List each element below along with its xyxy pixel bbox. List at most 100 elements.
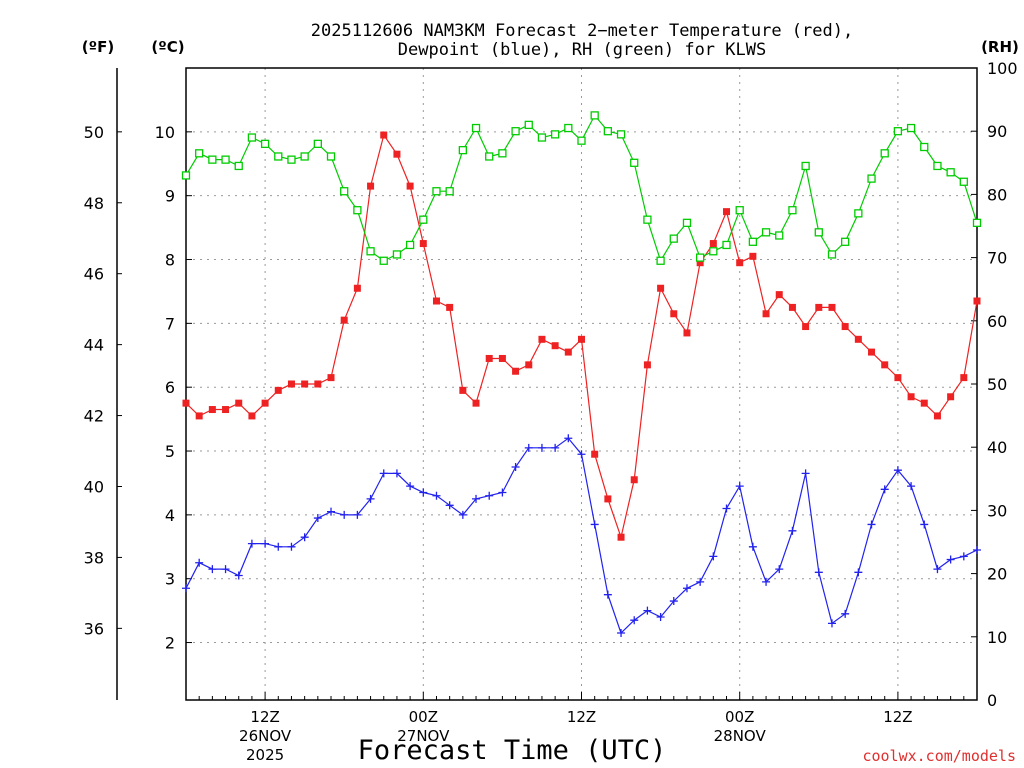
- rh-point: [300, 152, 309, 161]
- temperature-point: [933, 412, 941, 420]
- rh-point: [630, 158, 639, 167]
- rh-point: [274, 152, 283, 161]
- temperature-point: [828, 303, 836, 311]
- chart-title-line-1: 2025112606 NAM3KM Forecast 2−meter Tempe…: [311, 21, 853, 41]
- rh-tick-label: 10: [987, 628, 1007, 647]
- temperature-point: [683, 329, 691, 337]
- rh-point: [550, 130, 560, 139]
- x-tick-label: 00Z: [409, 708, 438, 726]
- fahrenheit-tick-label: 42: [84, 407, 104, 426]
- temperature-point: [498, 354, 506, 362]
- temperature-point: [446, 303, 454, 311]
- dewpoint-point: [669, 597, 678, 606]
- chart-title-line-2: Dewpoint (blue), RH (green) for KLWS: [398, 40, 766, 60]
- temperature-point: [657, 284, 665, 292]
- fahrenheit-tick-label: 38: [84, 548, 104, 567]
- rh-point: [260, 139, 270, 148]
- rh-tick-label: 60: [987, 312, 1007, 331]
- dewpoint-point: [366, 494, 375, 503]
- dewpoint-point: [788, 526, 797, 535]
- temperature-point: [894, 374, 902, 382]
- rh-point: [221, 155, 230, 164]
- dewpoint-point: [933, 565, 942, 574]
- temperature-point: [736, 259, 744, 267]
- dewpoint-point: [327, 507, 336, 516]
- dewpoint-point: [419, 488, 428, 497]
- rh-tick-label: 70: [987, 249, 1007, 268]
- temperature-point: [788, 303, 796, 311]
- dewpoint-point: [445, 501, 454, 510]
- dewpoint-point: [893, 466, 902, 475]
- dewpoint-point: [814, 568, 823, 577]
- rh-point: [313, 139, 322, 148]
- temperature-point: [208, 406, 216, 414]
- rh-point: [841, 237, 850, 246]
- temperature-point: [723, 208, 731, 216]
- temperature-point: [960, 374, 968, 382]
- dewpoint-point: [472, 494, 481, 503]
- temperature-point: [380, 131, 388, 139]
- temperature-point: [762, 310, 770, 318]
- rh-point: [208, 155, 217, 164]
- x-tick-label: 12Z: [250, 708, 279, 726]
- dewpoint-point: [907, 482, 916, 491]
- fahrenheit-tick-label: 48: [84, 194, 104, 213]
- temperature-point: [222, 406, 230, 414]
- temperature-point: [947, 393, 955, 401]
- dewpoint-point: [511, 462, 520, 471]
- dewpoint-point: [274, 542, 283, 551]
- celsius-tick-label: 8: [165, 251, 175, 270]
- rh-point: [445, 187, 454, 196]
- rh-point: [959, 177, 968, 186]
- rh-point: [722, 240, 731, 250]
- rh-point: [392, 250, 402, 259]
- rh-point: [181, 171, 191, 180]
- x-tick-label: 12Z: [567, 708, 596, 726]
- celsius-tick-label: 5: [165, 442, 175, 461]
- temperature-point: [578, 335, 585, 343]
- celsius-tick-label: 4: [165, 506, 175, 525]
- rh-tick-label: 0: [987, 691, 997, 710]
- rh-point: [340, 187, 349, 196]
- dewpoint-point: [682, 584, 691, 593]
- dewpoint-point: [221, 565, 230, 574]
- dewpoint-point: [247, 539, 256, 548]
- temperature-point: [643, 361, 651, 369]
- dewpoint-point: [603, 590, 612, 599]
- rh-point: [524, 120, 533, 130]
- rh-point: [247, 133, 257, 142]
- temperature-point: [802, 323, 810, 331]
- temperature-point: [327, 374, 335, 382]
- rh-point: [656, 256, 665, 265]
- dewpoint-point: [208, 565, 217, 574]
- dewpoint-point: [313, 514, 322, 523]
- celsius-tick-label: 2: [165, 634, 175, 653]
- rh-point: [234, 161, 243, 171]
- dewpoint-point: [762, 577, 771, 586]
- celsius-unit-label: (ºC): [151, 38, 184, 56]
- temperature-point: [604, 495, 612, 503]
- dewpoint-point: [551, 443, 560, 452]
- dewpoint-point: [234, 571, 243, 580]
- temperature-point: [182, 399, 190, 407]
- rh-point: [603, 127, 613, 136]
- temperature-point: [920, 399, 928, 407]
- rh-point: [933, 161, 942, 171]
- temperature-point: [907, 393, 915, 401]
- dewpoint-point: [353, 510, 362, 519]
- x-tick-year: 2025: [246, 746, 284, 764]
- fahrenheit-tick-label: 50: [84, 123, 104, 142]
- rh-point: [801, 161, 810, 171]
- dewpoint-point: [920, 520, 929, 529]
- celsius-tick-label: 9: [165, 187, 175, 206]
- temperature-point: [248, 412, 256, 420]
- dewpoint-point: [392, 469, 401, 478]
- rh-point: [537, 133, 547, 142]
- rh-point: [748, 237, 758, 246]
- temperature-point: [419, 240, 427, 248]
- temperature-point: [591, 450, 599, 458]
- dewpoint-point: [722, 504, 731, 513]
- rh-point: [682, 218, 692, 227]
- rh-tick-label: 80: [987, 185, 1007, 204]
- temperature-point: [261, 399, 269, 407]
